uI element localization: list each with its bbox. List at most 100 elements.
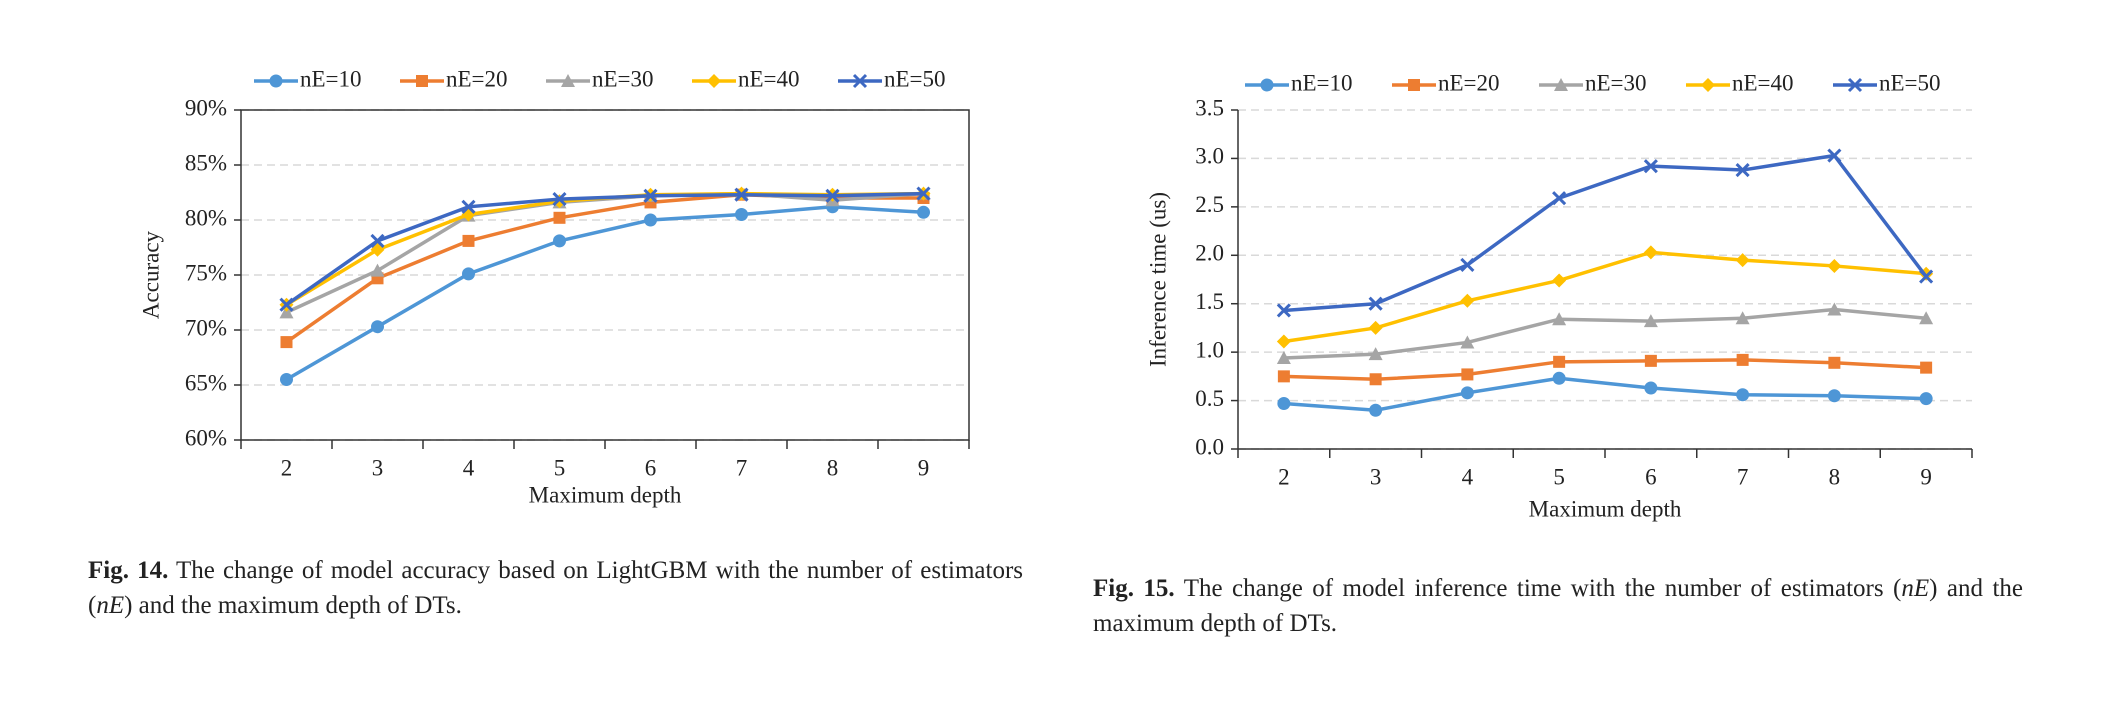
- legend-label: nE=30: [592, 66, 654, 91]
- marker: [1461, 368, 1474, 381]
- marker: [552, 192, 567, 207]
- marker: [1276, 334, 1291, 349]
- caption-label: Fig. 15.: [1093, 575, 1175, 602]
- marker: [917, 205, 930, 219]
- x-axis-title: Maximum depth: [529, 482, 682, 507]
- marker: [462, 267, 475, 281]
- y-tick-label: 0.5: [1195, 386, 1224, 411]
- marker: [1260, 78, 1274, 92]
- marker: [734, 187, 749, 202]
- x-tick-label: 6: [645, 455, 657, 480]
- marker: [1701, 78, 1715, 92]
- caption-text: ) and the maximum depth of DTs.: [124, 592, 462, 619]
- marker: [1828, 356, 1841, 369]
- marker: [1735, 162, 1750, 178]
- marker: [1460, 257, 1475, 273]
- legend-label: nE=10: [1291, 70, 1353, 95]
- marker: [462, 234, 475, 247]
- y-tick-label: 2.0: [1195, 241, 1224, 266]
- marker: [269, 74, 283, 88]
- x-tick-label: 6: [1645, 464, 1657, 489]
- marker: [1277, 396, 1291, 410]
- marker: [1554, 78, 1568, 91]
- marker: [916, 186, 931, 201]
- marker: [1368, 347, 1383, 361]
- series-line: [1283, 250, 1927, 344]
- caption-text: The change of model accuracy based on Li…: [88, 557, 1023, 619]
- series-line: [285, 191, 924, 307]
- y-tick-label: 90%: [185, 95, 227, 120]
- series-line: [1283, 358, 1927, 382]
- x-tick-label: 8: [827, 455, 839, 480]
- marker: [707, 74, 721, 88]
- marker: [371, 320, 384, 334]
- marker: [1644, 381, 1658, 395]
- marker: [1827, 258, 1842, 273]
- y-axis-title: Inference time (us): [1145, 192, 1170, 367]
- y-tick-label: 65%: [185, 370, 227, 395]
- y-tick-label: 2.5: [1195, 192, 1224, 217]
- marker: [461, 199, 476, 214]
- marker: [1735, 311, 1750, 325]
- marker: [1919, 311, 1934, 325]
- y-tick-label: 1.5: [1195, 289, 1224, 314]
- marker: [1368, 320, 1383, 335]
- marker: [416, 75, 428, 87]
- x-tick-label: 5: [554, 455, 566, 480]
- y-tick-label: 3.0: [1195, 144, 1224, 169]
- y-tick-label: 85%: [185, 150, 227, 175]
- marker: [370, 263, 385, 277]
- legend-label: nE=50: [1879, 70, 1941, 95]
- marker: [1920, 361, 1933, 374]
- marker: [1847, 77, 1863, 93]
- caption-text: ) and the maximum depth of DTs.: [1093, 575, 2024, 637]
- marker: [1643, 245, 1658, 260]
- legend-label: nE=20: [446, 66, 508, 91]
- x-tick-label: 2: [1278, 464, 1290, 489]
- x-tick-label: 3: [372, 455, 384, 480]
- marker: [1827, 302, 1842, 316]
- x-tick-label: 5: [1553, 464, 1565, 489]
- y-tick-label: 0.0: [1195, 434, 1224, 459]
- caption-text: The change of model inference time with …: [1174, 575, 1902, 602]
- x-tick-label: 2: [281, 455, 293, 480]
- marker: [1552, 191, 1567, 206]
- series-line: [285, 205, 924, 382]
- y-tick-label: 80%: [185, 205, 227, 230]
- marker: [852, 73, 868, 89]
- caption-label: Fig. 14.: [88, 557, 169, 584]
- marker: [280, 336, 293, 349]
- marker: [1643, 314, 1658, 328]
- y-tick-label: 1.0: [1195, 337, 1224, 362]
- caption: Fig. 14. The change of model accuracy ba…: [88, 553, 1023, 623]
- x-tick-label: 3: [1370, 464, 1382, 489]
- legend-label: nE=20: [1438, 70, 1500, 95]
- x-tick-label: 4: [1462, 464, 1474, 489]
- marker: [279, 297, 294, 312]
- marker: [553, 234, 566, 248]
- marker: [1643, 159, 1658, 174]
- caption-italic: nE: [96, 592, 125, 619]
- marker: [1368, 296, 1383, 311]
- legend-label: nE=50: [884, 66, 946, 91]
- marker: [1277, 370, 1290, 383]
- marker: [1736, 353, 1749, 366]
- x-axis-title: Maximum depth: [1529, 496, 1682, 521]
- x-tick-label: 9: [1920, 464, 1932, 489]
- x-tick-label: 8: [1829, 464, 1841, 489]
- marker: [1919, 269, 1934, 284]
- legend-label: nE=40: [1732, 70, 1794, 95]
- marker: [1408, 79, 1420, 91]
- marker: [1553, 355, 1566, 368]
- marker: [1460, 386, 1474, 400]
- caption-italic: nE: [1901, 575, 1930, 602]
- marker: [1460, 293, 1475, 308]
- y-tick-label: 3.5: [1195, 95, 1224, 120]
- x-tick-label: 4: [463, 455, 475, 480]
- marker: [1369, 373, 1382, 386]
- marker: [561, 74, 575, 87]
- x-tick-label: 7: [736, 455, 748, 480]
- marker: [825, 188, 840, 203]
